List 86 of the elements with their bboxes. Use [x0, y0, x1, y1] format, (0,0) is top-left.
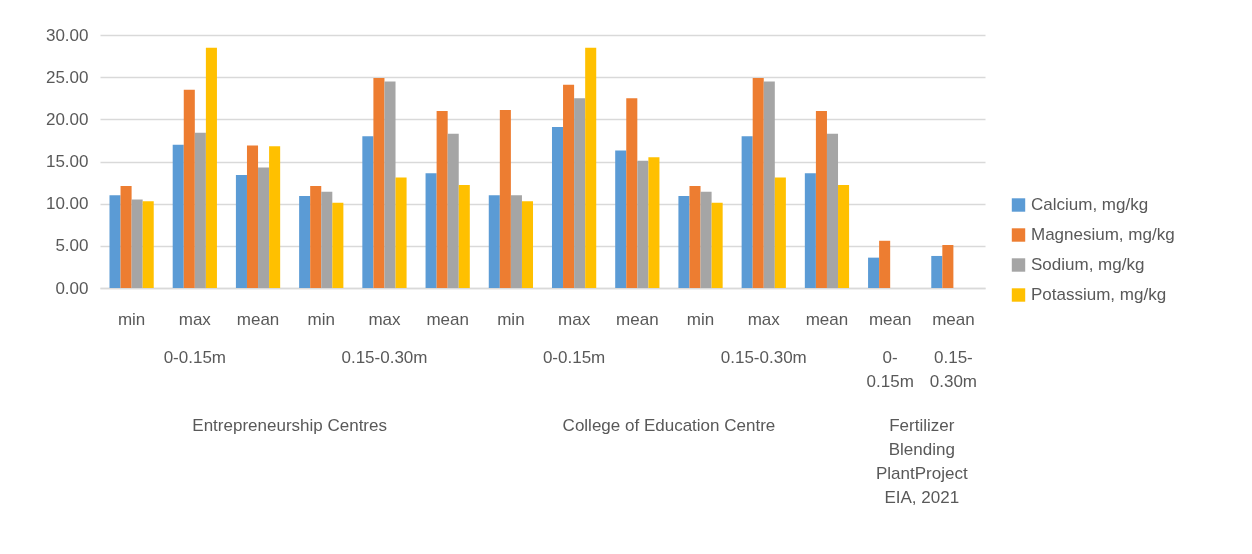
x-tick-label: mean	[426, 310, 469, 329]
x-tick-label: max	[747, 310, 781, 329]
bar	[510, 195, 522, 288]
bar	[131, 199, 143, 288]
bar	[373, 78, 385, 288]
bar	[711, 202, 723, 288]
bar	[752, 78, 764, 288]
x-tick-label: max	[368, 310, 402, 329]
x-tick-label: min	[117, 310, 146, 329]
x-tick-label: min	[497, 310, 525, 329]
bar	[700, 191, 712, 288]
bar	[551, 126, 564, 288]
bar	[879, 240, 891, 288]
bar	[458, 185, 470, 288]
legend-label: Calcium, mg/kg	[1031, 195, 1149, 214]
text: 0.15-0.30m	[341, 348, 428, 367]
text: Fertilizer Blending PlantProject EIA, 2021	[875, 416, 968, 507]
bar	[815, 110, 827, 288]
text: 0.15-0.30m	[929, 348, 978, 391]
bar	[774, 177, 786, 288]
x-tick-label: max	[558, 310, 591, 329]
bar	[120, 185, 132, 288]
bar	[563, 84, 575, 288]
bar	[488, 195, 500, 288]
bar	[648, 157, 660, 288]
bar	[804, 173, 816, 288]
bar	[931, 255, 943, 288]
x-tick-label: mean	[616, 310, 659, 329]
y-tick-label: 30.00	[45, 25, 89, 45]
bar	[741, 136, 753, 288]
bar	[332, 202, 344, 288]
text: 0-0.15m	[542, 348, 606, 367]
y-tick-label: 25.00	[45, 67, 89, 87]
bar	[574, 98, 586, 288]
y-tick-label: 20.00	[45, 109, 89, 129]
bar	[763, 81, 775, 288]
bar	[499, 110, 511, 288]
bar	[109, 195, 121, 288]
bar	[172, 144, 184, 288]
bar	[942, 244, 954, 288]
bar	[384, 81, 396, 288]
x-tick-label: mean	[868, 310, 912, 329]
bar	[205, 47, 217, 288]
bar	[585, 47, 597, 288]
bar	[838, 185, 850, 288]
y-tick-label: 10.00	[45, 194, 89, 214]
text: Entrepreneurship Centres	[192, 416, 387, 435]
bar	[689, 185, 701, 288]
x-tick-label: mean	[236, 310, 280, 329]
bar	[678, 196, 690, 288]
bar	[183, 89, 195, 288]
bar	[246, 145, 259, 288]
text: College of Education Centre	[562, 416, 776, 435]
bar	[637, 160, 649, 288]
bar	[626, 98, 638, 288]
legend-label: Potassium, mg/kg	[1031, 285, 1167, 304]
x-tick-label: mean	[932, 310, 975, 329]
bar	[868, 257, 880, 288]
bar	[615, 150, 627, 288]
bar	[425, 173, 437, 288]
bar	[362, 136, 374, 288]
bar	[269, 146, 281, 288]
text: 0-0.15m	[866, 348, 914, 391]
bar	[235, 174, 247, 288]
y-tick-label: 0.00	[55, 278, 89, 298]
text: 0-0.15m	[163, 348, 227, 367]
bar	[194, 132, 206, 288]
bar	[521, 201, 534, 288]
bar	[826, 133, 839, 288]
text: 0.15-0.30m	[720, 348, 807, 367]
bar	[321, 191, 333, 288]
bar	[436, 110, 448, 288]
x-tick-label: max	[178, 310, 212, 329]
x-tick-label: min	[307, 310, 335, 329]
x-tick-label: mean	[805, 310, 849, 329]
x-tick-label: min	[686, 310, 715, 329]
bar	[447, 133, 459, 288]
legend-label: Magnesium, mg/kg	[1031, 225, 1175, 244]
bar	[299, 196, 311, 288]
bar	[395, 177, 407, 288]
bar	[258, 167, 270, 288]
y-tick-label: 5.00	[55, 236, 89, 256]
bar	[310, 185, 322, 288]
y-tick-label: 15.00	[45, 152, 89, 171]
legend-label: Sodium, mg/kg	[1031, 255, 1145, 274]
bar	[142, 201, 154, 288]
